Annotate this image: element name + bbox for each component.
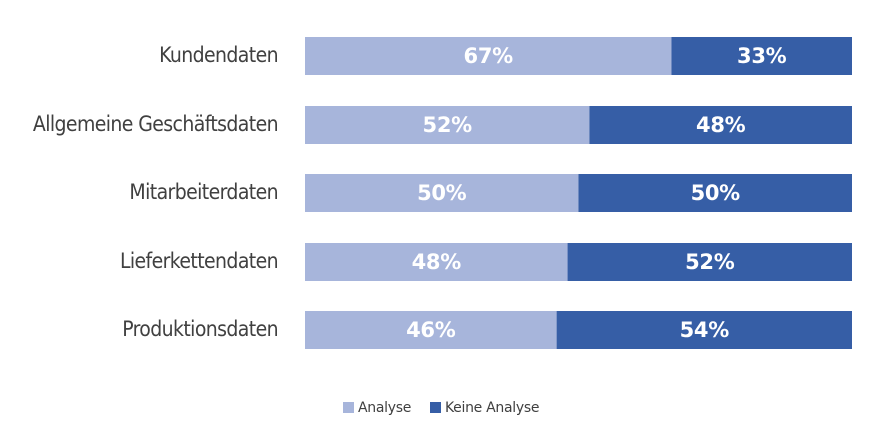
legend-label: Analyse	[358, 400, 411, 416]
value-label: 52%	[423, 113, 473, 137]
bar-segment	[556, 311, 852, 349]
value-label: 48%	[412, 250, 462, 274]
bar-segment	[589, 106, 852, 144]
legend-swatch	[343, 402, 354, 413]
bar-segment	[671, 37, 852, 75]
value-label: 50%	[691, 181, 741, 205]
category-label: Allgemeine Geschäftsdaten	[33, 112, 278, 136]
value-label: 46%	[406, 318, 456, 342]
legend-label: Keine Analyse	[445, 400, 539, 416]
bar-segment	[578, 174, 852, 212]
bar-segment	[305, 311, 557, 349]
value-label: 54%	[680, 318, 730, 342]
legend-swatch	[430, 402, 441, 413]
bar-segment	[305, 106, 590, 144]
bar-segment	[305, 37, 672, 75]
value-label: 33%	[737, 44, 787, 68]
value-label: 50%	[417, 181, 467, 205]
value-label: 67%	[464, 44, 514, 68]
bar-segment	[305, 243, 568, 281]
category-label: Mitarbeiterdaten	[129, 180, 278, 204]
category-label: Kundendaten	[159, 43, 278, 67]
bar-segment	[305, 174, 579, 212]
bar-segment	[567, 243, 852, 281]
category-label: Lieferkettendaten	[120, 249, 278, 273]
value-label: 52%	[685, 250, 735, 274]
value-label: 48%	[696, 113, 746, 137]
category-label: Produktionsdaten	[122, 317, 278, 341]
